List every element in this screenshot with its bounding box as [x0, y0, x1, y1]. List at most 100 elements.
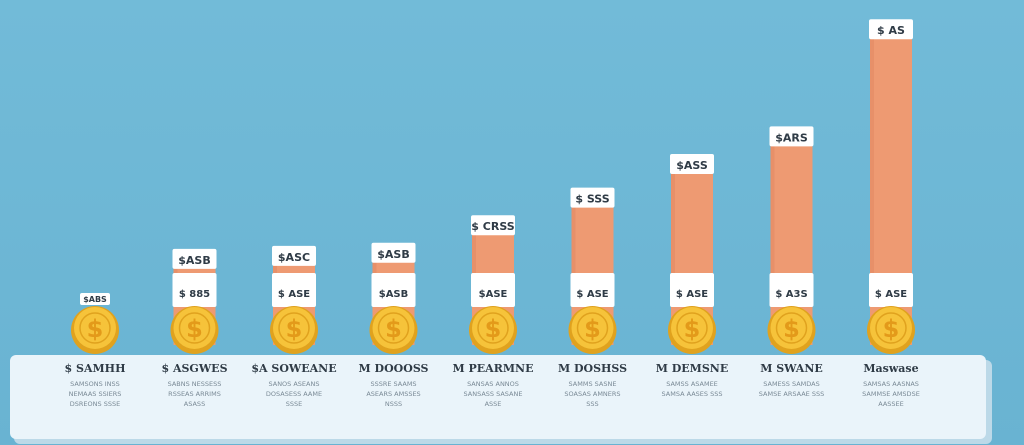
value-tag [869, 19, 913, 40]
category-label: $ SAMHH [65, 362, 126, 375]
category-description: SSS [586, 400, 598, 408]
coin-tag [371, 273, 416, 307]
value-tag [471, 215, 515, 236]
coin-tag [869, 273, 913, 307]
coin-inner-ring [676, 312, 708, 344]
dollar-coin-icon: $ [286, 315, 303, 343]
category-description: SANOS ASEANS [269, 380, 320, 388]
value-tag [371, 242, 416, 263]
category-description: SANSASS SASANE [464, 390, 523, 398]
coin-tag [570, 273, 615, 307]
dollar-coin-icon: $ [87, 315, 104, 343]
coin-tag-label: $ ASE [278, 289, 310, 300]
category-description: SABNS NESSESS [168, 380, 222, 388]
category-label: $ ASGWES [161, 362, 227, 375]
coin-tag-label: $ 885 [179, 289, 210, 300]
coin-inner-ring [278, 312, 310, 344]
bar-shade [870, 37, 874, 273]
value-label: $ CRSS [471, 220, 514, 233]
category-description: SOASAS AMNERS [564, 390, 620, 398]
coin-tag [172, 273, 217, 307]
dollar-coin-icon: $ [883, 315, 900, 343]
category-description: SSSE [286, 400, 303, 408]
category-description: SAMSA AASES SSS [662, 390, 723, 398]
bar [372, 260, 415, 273]
bar-shade [273, 263, 277, 273]
value-label: $ASS [676, 159, 708, 172]
bar-shade [571, 205, 576, 273]
value-tag [80, 293, 110, 305]
category-label: M DOSHSS [558, 362, 627, 375]
coin-tag [769, 273, 814, 307]
label-panel [10, 355, 986, 439]
coin-inner-ring [377, 312, 410, 344]
dollar-coin-icon: $ [783, 315, 800, 343]
bar-shade [770, 144, 775, 273]
category-description: ASASS [184, 400, 205, 408]
category-description: AASSEE [878, 400, 904, 408]
bar [770, 144, 813, 273]
bar-shade [671, 171, 675, 273]
dollar-coin-icon: $ [186, 315, 203, 343]
coin-inner-ring [875, 312, 907, 344]
category-description: SAMESS SAMDAS [763, 380, 820, 388]
bar [870, 37, 912, 273]
dollar-coin-icon: $ [584, 315, 601, 343]
bar [571, 205, 614, 273]
category-description: DSREONS SSSE [70, 400, 120, 408]
category-label: Maswase [863, 362, 918, 375]
bar-shade [173, 266, 178, 273]
category-description: NSSS [385, 400, 402, 408]
bar-shade [472, 233, 476, 273]
category-description: SAMSONS INSS [70, 380, 120, 388]
coin-inner-ring [477, 312, 509, 344]
category-description: SAMMSE AMSDSE [862, 390, 920, 398]
bar [273, 263, 315, 273]
category-description: SAMSAS AASNAS [863, 380, 919, 388]
value-label: $ASC [278, 251, 310, 264]
category-description: SAMSE ARSAAE SSS [759, 390, 824, 398]
coin-inner-ring [79, 312, 111, 344]
coin-tag [272, 273, 316, 307]
category-label: M DEMSNE [656, 362, 729, 375]
category-description: NEMAAS SSIERS [69, 390, 122, 398]
category-description: SANSAS ANNOS [467, 380, 519, 388]
value-label: $ AS [877, 24, 905, 37]
dollar-coin-icon: $ [485, 315, 502, 343]
value-tag [570, 187, 615, 208]
category-description: ASSE [485, 400, 502, 408]
category-label: $A SOWEANE [251, 362, 336, 375]
value-tag [172, 248, 217, 269]
coin-tag [670, 273, 714, 307]
coin-tag-label: $ ASE [676, 289, 708, 300]
category-description: SSSRE SAAMS [370, 380, 416, 388]
value-label: $ABS [83, 295, 107, 304]
value-label: $ SSS [575, 193, 609, 206]
bar-shade [372, 260, 377, 273]
bar [173, 266, 216, 273]
coin-tag-label: $ A3S [775, 289, 807, 300]
value-tag [769, 126, 814, 147]
coin-tag-label: $ ASE [576, 289, 608, 300]
category-label: M SWANE [760, 362, 823, 375]
coin-inner-ring [775, 312, 808, 344]
coin-inner-ring [178, 312, 211, 344]
bar [671, 171, 713, 273]
category-label: M DOOOSS [359, 362, 429, 375]
coin-tag-label: $ASB [379, 289, 409, 300]
dollar-coin-icon: $ [385, 315, 402, 343]
coin-inner-ring [576, 312, 609, 344]
value-label: $ASB [178, 254, 210, 267]
category-description: ASEARS AMSSES [366, 390, 420, 398]
value-tag [272, 245, 316, 266]
value-label: $ASB [377, 248, 409, 261]
category-description: SAMMS SASNE [569, 380, 617, 388]
category-description: SAMSS ASAMEE [666, 380, 718, 388]
coin-tag-label: $ ASE [875, 289, 907, 300]
value-tag [670, 153, 714, 174]
bar [472, 233, 514, 273]
coin-tag-label: $ASE [479, 289, 508, 300]
dollar-coin-icon: $ [684, 315, 701, 343]
